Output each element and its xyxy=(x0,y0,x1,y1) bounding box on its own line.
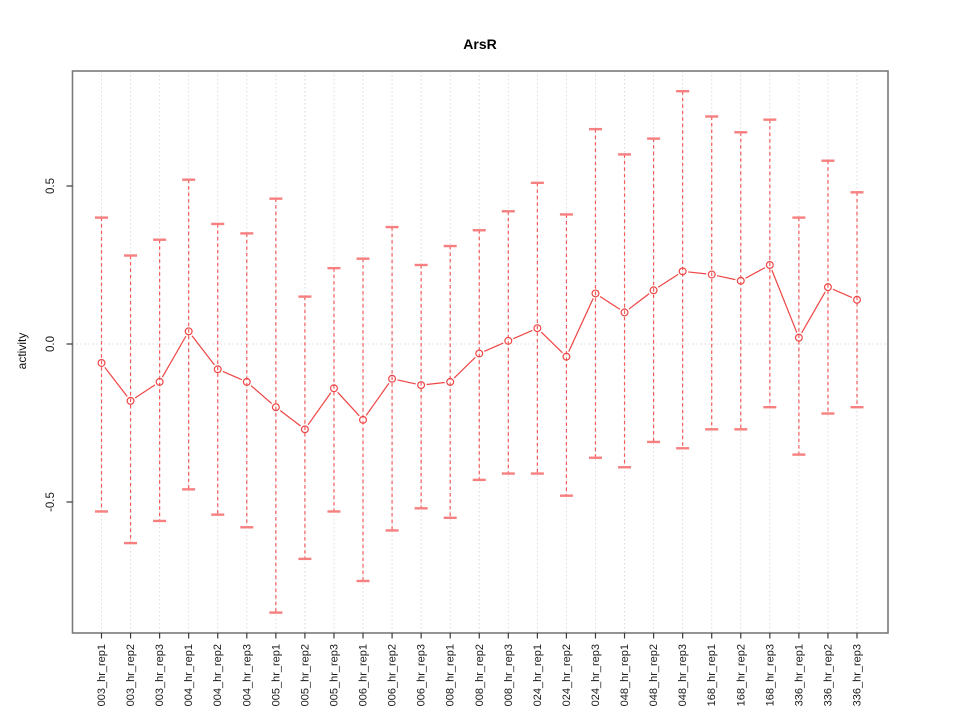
x-tick-label: 168_hr_rep3 xyxy=(764,644,776,706)
data-line-segment xyxy=(397,379,416,385)
data-line-segment xyxy=(599,295,621,310)
x-tick-label: 004_hr_rep3 xyxy=(241,644,253,706)
plot-border xyxy=(71,70,889,634)
x-tick-label: 008_hr_rep2 xyxy=(474,644,486,706)
data-point-marker xyxy=(417,381,426,390)
data-point-marker xyxy=(504,336,513,345)
data-point-marker xyxy=(620,308,629,317)
data-line-segment xyxy=(426,381,445,386)
data-point-marker xyxy=(97,358,106,367)
data-point-marker xyxy=(475,349,484,358)
x-tick-label: 048_hr_rep2 xyxy=(648,644,660,706)
data-point-marker xyxy=(678,267,687,276)
data-line-segment xyxy=(657,273,679,288)
x-tick-label: 006_hr_rep1 xyxy=(358,644,370,706)
data-line-segment xyxy=(484,342,504,352)
x-tick-label: 004_hr_rep1 xyxy=(183,644,195,706)
chart-title: ArsR xyxy=(463,36,497,52)
x-tick-label: 008_hr_rep1 xyxy=(445,644,457,706)
data-line-segment xyxy=(688,271,707,275)
data-point-marker xyxy=(242,377,251,386)
data-point-marker xyxy=(852,295,861,304)
data-line-segment xyxy=(222,370,242,381)
x-tick-label: 168_hr_rep1 xyxy=(706,644,718,706)
x-tick-label: 003_hr_rep3 xyxy=(154,644,166,706)
x-tick-label: 005_hr_rep1 xyxy=(270,644,282,706)
data-line-segment xyxy=(628,293,650,310)
data-point-marker xyxy=(446,377,455,386)
x-tick-label: 003_hr_rep2 xyxy=(125,644,137,706)
data-line-segment xyxy=(365,382,390,416)
data-point-marker xyxy=(562,352,571,361)
data-point-marker xyxy=(649,286,658,295)
x-tick-label: 336_hr_rep2 xyxy=(822,644,834,706)
data-point-marker xyxy=(126,396,135,405)
y-tick-label: 0.0 xyxy=(45,336,57,352)
data-point-marker xyxy=(388,374,397,383)
x-tick-label: 005_hr_rep3 xyxy=(328,644,340,706)
x-tick-label: 006_hr_rep2 xyxy=(387,644,399,706)
x-tick-label: 003_hr_rep1 xyxy=(96,644,108,706)
data-point-marker xyxy=(155,377,164,386)
data-line-segment xyxy=(191,335,215,366)
x-tick-label: 336_hr_rep3 xyxy=(852,644,864,706)
data-point-marker xyxy=(823,283,832,292)
data-line-segment xyxy=(568,298,594,352)
data-point-marker xyxy=(184,327,193,336)
x-tick-label: 168_hr_rep2 xyxy=(735,644,747,706)
x-tick-label: 336_hr_rep1 xyxy=(793,644,805,706)
y-tick-label: 0.5 xyxy=(45,178,57,194)
x-tick-label: 008_hr_rep3 xyxy=(503,644,515,706)
data-line-segment xyxy=(832,288,853,299)
data-point-marker xyxy=(300,425,309,434)
data-point-marker xyxy=(765,261,774,270)
data-line-segment xyxy=(453,356,476,379)
x-tick-label: 024_hr_rep3 xyxy=(590,644,602,706)
data-line-segment xyxy=(771,269,798,333)
data-point-marker xyxy=(533,324,542,333)
data-line-segment xyxy=(745,267,766,279)
data-line-segment xyxy=(134,384,156,399)
data-line-segment xyxy=(337,391,360,417)
x-tick-label: 004_hr_rep2 xyxy=(212,644,224,706)
data-line-segment xyxy=(161,335,187,378)
x-tick-label: 048_hr_rep3 xyxy=(677,644,689,706)
data-point-marker xyxy=(736,276,745,285)
x-tick-label: 024_hr_rep1 xyxy=(532,644,544,706)
data-line-segment xyxy=(540,331,563,354)
x-tick-label: 005_hr_rep2 xyxy=(299,644,311,706)
x-tick-label: 048_hr_rep1 xyxy=(619,644,631,706)
data-point-marker xyxy=(591,289,600,298)
data-line-segment xyxy=(716,275,736,281)
data-line-segment xyxy=(279,410,301,427)
data-point-marker xyxy=(213,365,222,374)
data-point-marker xyxy=(794,333,803,342)
y-tick-label: -0.5 xyxy=(45,492,57,512)
data-point-marker xyxy=(359,415,368,424)
data-point-marker xyxy=(271,403,280,412)
x-tick-label: 006_hr_rep3 xyxy=(416,644,428,706)
x-tick-label: 024_hr_rep2 xyxy=(561,644,573,706)
data-point-marker xyxy=(329,384,338,393)
data-point-marker xyxy=(707,270,716,279)
data-line-segment xyxy=(250,385,273,405)
data-line-segment xyxy=(513,329,533,340)
data-line-segment xyxy=(801,291,826,334)
data-line-segment xyxy=(307,392,332,426)
data-line-segment xyxy=(104,366,128,397)
